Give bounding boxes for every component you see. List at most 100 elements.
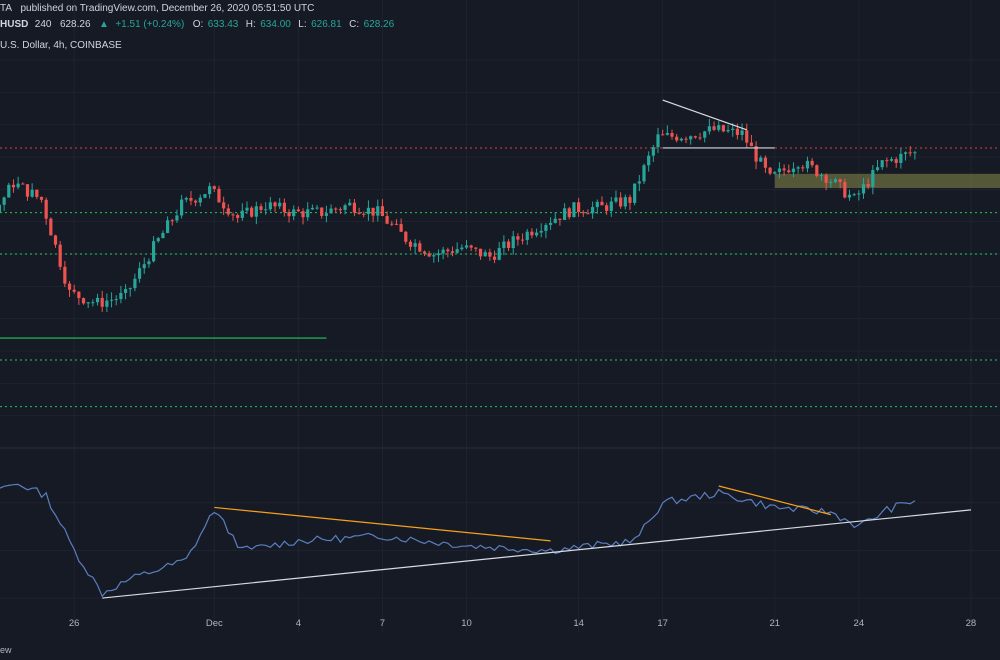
candle-body-187 [721, 125, 725, 132]
candle-body-166 [623, 197, 627, 207]
chart-header: TA published on TradingView.com, Decembe… [0, 0, 395, 51]
candle-body-190 [735, 128, 740, 135]
candle-body-38 [25, 184, 30, 197]
candle-body-200 [782, 168, 786, 171]
candle-body-125 [432, 255, 436, 257]
candle-body-96 [296, 209, 300, 212]
candle-body-199 [777, 168, 782, 173]
candle-body-174 [661, 134, 665, 136]
candle-body-148 [539, 230, 543, 233]
candle-body-178 [679, 138, 683, 141]
candle-body-64 [147, 261, 151, 265]
candle-body-192 [745, 130, 749, 143]
candle-body-162 [605, 205, 609, 211]
candlestick-series[interactable] [0, 118, 917, 371]
candle-body-168 [633, 183, 637, 203]
candle-body-70 [175, 215, 179, 221]
candle-body-48 [72, 289, 76, 292]
candle-body-45 [58, 244, 62, 267]
candle-body-114 [380, 206, 385, 217]
candle-body-97 [301, 211, 305, 218]
candle-body-73 [189, 197, 193, 201]
candle-body-49 [77, 291, 81, 299]
candle-body-63 [142, 264, 146, 269]
candle-body-141 [506, 241, 511, 249]
x-tick-label-7: 14 [573, 618, 584, 629]
candle-body-106 [343, 205, 347, 210]
high-label: H: [246, 19, 256, 30]
candle-body-110 [362, 213, 366, 215]
candle-body-184 [707, 126, 711, 132]
candle-body-214 [847, 194, 852, 198]
candle-body-37 [21, 183, 25, 185]
candle-body-129 [450, 251, 455, 253]
candle-body-100 [315, 207, 319, 209]
candle-body-186 [717, 125, 721, 130]
candle-body-76 [203, 194, 207, 198]
candle-body-180 [689, 136, 693, 140]
candle-body-218 [866, 184, 870, 187]
candle-body-210 [829, 182, 833, 184]
candle-body-202 [791, 168, 796, 173]
candle-body-201 [787, 170, 791, 173]
open-value: 633.43 [208, 19, 239, 30]
candle-body-219 [871, 169, 875, 187]
candle-body-149 [544, 224, 548, 231]
osc-trendline-2 [102, 509, 971, 599]
candle-body-118 [399, 224, 403, 232]
candle-body-150 [548, 222, 553, 225]
candle-body-170 [642, 165, 646, 182]
candle-body-216 [857, 193, 861, 195]
candle-body-112 [371, 207, 375, 216]
candle-body-85 [245, 207, 249, 211]
demand-zone-0 [774, 173, 1000, 189]
candle-body-77 [208, 186, 212, 195]
candle-body-127 [441, 249, 445, 254]
candle-body-92 [278, 202, 282, 207]
candle-body-66 [156, 238, 160, 242]
candle-body-158 [586, 213, 590, 215]
candle-body-113 [376, 206, 380, 216]
candle-body-71 [180, 199, 184, 216]
grid-lines [0, 0, 1000, 632]
candle-body-195 [759, 157, 763, 162]
close-value: 628.26 [364, 19, 395, 30]
close-label: C: [349, 19, 359, 30]
candle-body-156 [577, 202, 581, 213]
candle-body-203 [796, 167, 800, 169]
candle-body-133 [469, 245, 473, 248]
drawn-trendlines[interactable] [0, 99, 775, 339]
candle-body-161 [600, 201, 604, 206]
candle-body-102 [324, 213, 328, 216]
candle-body-159 [591, 207, 595, 214]
candle-body-101 [320, 207, 324, 216]
candle-body-181 [693, 136, 697, 138]
last-price: 628.26 [60, 19, 91, 30]
demand-zones [774, 173, 1000, 189]
candle-body-56 [109, 299, 114, 301]
low-value: 626.81 [311, 19, 342, 30]
candle-body-165 [619, 197, 623, 207]
candle-body-52 [91, 302, 95, 304]
candle-body-206 [810, 160, 814, 166]
candle-body-144 [520, 239, 525, 241]
candle-body-137 [488, 252, 492, 257]
candle-body-224 [894, 159, 898, 163]
candle-body-139 [497, 247, 501, 260]
candle-body-32 [0, 204, 2, 213]
candle-body-107 [348, 202, 352, 206]
header-line-1: TA published on TradingView.com, Decembe… [0, 0, 314, 15]
candle-body-36 [16, 183, 20, 188]
candle-body-136 [483, 252, 487, 257]
candle-body-188 [726, 130, 730, 132]
candle-body-163 [609, 201, 613, 211]
oscillator-pane[interactable] [0, 483, 916, 598]
candle-body-179 [684, 138, 688, 140]
candle-body-177 [675, 136, 679, 141]
candle-body-167 [628, 197, 632, 203]
candle-body-86 [250, 207, 254, 217]
candle-body-182 [698, 137, 702, 139]
oscillator-trendlines[interactable] [102, 485, 971, 599]
trendline-1 [662, 99, 747, 131]
